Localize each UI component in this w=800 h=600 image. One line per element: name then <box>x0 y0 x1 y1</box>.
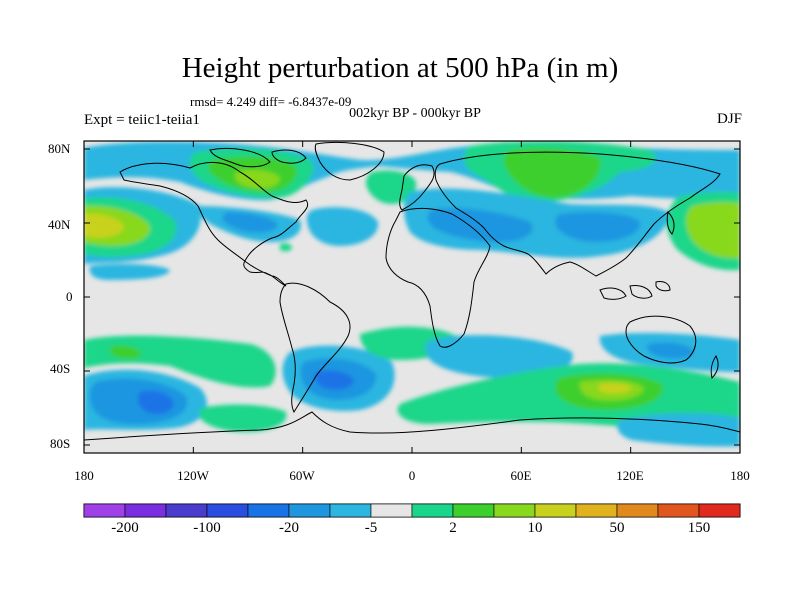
contour-region <box>427 208 533 243</box>
lon-label: 60W <box>289 468 315 483</box>
contour-region <box>647 342 694 359</box>
lat-label: 80S <box>50 436 71 451</box>
colorbar-swatch <box>124 503 167 518</box>
lon-label: 60E <box>510 468 532 483</box>
colorbar-swatch <box>698 503 741 518</box>
contour-region <box>314 370 354 390</box>
colorbar-swatch <box>452 503 495 518</box>
colorbar-label: 50 <box>609 520 625 536</box>
colorbar-label: -100 <box>193 520 221 536</box>
colorbar-label: -200 <box>111 520 139 536</box>
colorbar-swatch <box>534 503 577 518</box>
contour-region <box>555 212 641 242</box>
period-label: 002kyr BP - 000kyr BP <box>349 106 481 121</box>
lat-label: 40S <box>50 361 71 376</box>
colorbar-swatch <box>165 503 208 518</box>
lon-label: 180 <box>74 468 94 483</box>
coastlines <box>84 141 740 441</box>
colorbar-label: -5 <box>364 520 378 536</box>
colorbar-swatch <box>329 503 372 518</box>
colorbar-swatch <box>616 503 659 518</box>
colorbar-swatch <box>370 503 413 518</box>
lon-label: 120W <box>177 468 209 483</box>
contour-region <box>598 383 632 394</box>
colorbar-label: -20 <box>279 520 299 536</box>
colorbar <box>83 503 741 518</box>
lat-label: 40N <box>48 217 71 232</box>
contour-region <box>84 213 124 238</box>
lat-label: 0 <box>66 289 73 304</box>
lat-label: 80N <box>48 141 71 156</box>
contour-region <box>306 207 379 246</box>
contour-region <box>89 263 170 280</box>
colorbar-swatch <box>411 503 454 518</box>
contour-region <box>617 413 740 447</box>
contour-region <box>503 148 601 198</box>
map-ticks <box>83 141 741 453</box>
contour-region <box>200 404 287 432</box>
contour-region <box>425 335 573 378</box>
experiment-label: Expt = teiic1-teiia1 <box>84 112 200 128</box>
contour-region <box>686 202 740 259</box>
colorbar-label: 2 <box>449 520 457 536</box>
colorbar-swatch <box>206 503 249 518</box>
plot-title: Height perturbation at 500 hPa (in m) <box>181 52 619 84</box>
colorbar-swatch <box>247 503 290 518</box>
lon-label: 120E <box>616 468 644 483</box>
lon-label: 0 <box>408 468 416 483</box>
contour-region <box>235 170 280 189</box>
colorbar-label: 150 <box>687 520 711 536</box>
colorbar-swatch <box>657 503 700 518</box>
colorbar-label: 10 <box>527 520 543 536</box>
contour-region <box>651 168 740 198</box>
colorbar-swatch <box>83 503 126 518</box>
colorbar-swatch <box>493 503 536 518</box>
contour-region <box>138 390 174 414</box>
season-label: DJF <box>716 111 742 127</box>
stats-line: rmsd= 4.249 diff= -6.8437e-09 <box>190 94 352 109</box>
map-area <box>84 141 740 453</box>
contour-region <box>280 243 292 252</box>
contour-region <box>222 212 278 233</box>
lon-label: 180 <box>730 468 750 483</box>
colorbar-swatch <box>575 503 618 518</box>
colorbar-swatch <box>288 503 331 518</box>
contour-region <box>109 345 142 359</box>
